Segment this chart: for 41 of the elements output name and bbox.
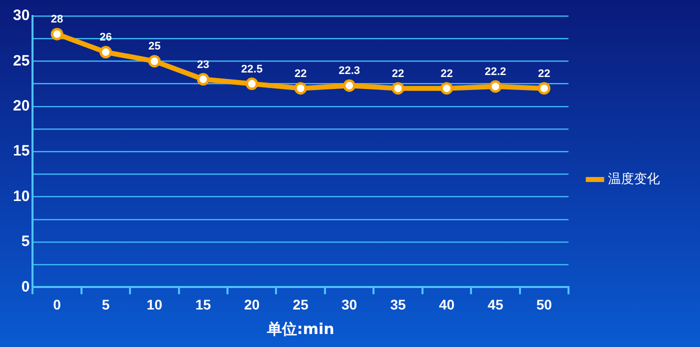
point [148,54,161,68]
data-label: 22 [440,68,453,80]
data-label: 22.2 [484,66,506,78]
x-tick-label: 30 [342,296,358,312]
data-label: 22 [294,68,307,80]
data-label: 22.5 [241,63,263,76]
y-tick-label: 30 [12,7,30,24]
point [440,82,453,95]
point [489,80,502,93]
data-label: 23 [197,58,210,71]
data-label: 25 [148,40,161,53]
x-tick-label: 15 [195,296,212,312]
y-tick-label: 5 [21,233,30,250]
x-tick-label: 50 [536,296,552,312]
y-tick-label: 25 [12,52,30,70]
x-tick-label: 0 [53,296,62,312]
point [196,73,210,86]
legend-label: 温度变化 [608,170,660,187]
point [50,28,64,40]
x-tick-label: 35 [390,296,406,312]
x-tick-label: 45 [488,296,504,312]
x-tick-label: 10 [146,296,162,312]
point [538,82,550,95]
point [343,79,356,92]
x-tick-label: 20 [244,296,260,312]
data-label: 22 [538,68,550,80]
point [100,46,112,58]
y-tick-label: 20 [12,98,30,115]
x-axis-title: 单位:min [266,320,334,338]
x-tick-label: 5 [102,296,110,312]
y-tick-label: 10 [12,188,30,205]
x-tick-label: 25 [292,296,309,312]
data-label: 28 [50,14,64,26]
point [246,78,258,90]
data-label: 22.3 [338,65,360,78]
point [294,82,307,95]
point [392,82,404,95]
x-tick-label: 40 [438,296,455,312]
y-tick-label: 15 [12,142,30,160]
y-tick-label: 0 [21,278,30,296]
data-label: 22 [392,68,404,80]
